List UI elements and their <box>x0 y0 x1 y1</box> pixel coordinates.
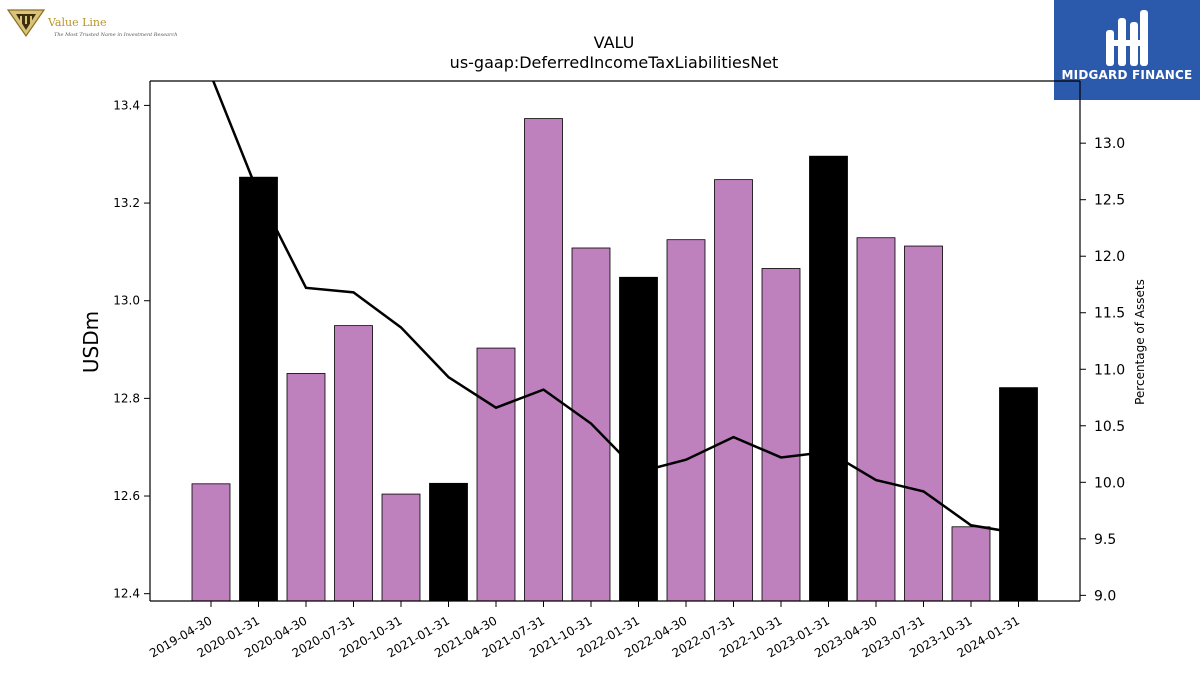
bar-2020-01-31 <box>239 176 278 602</box>
y2-axis-label: Percentage of Assets <box>1133 279 1147 405</box>
y-tick-label: 13.4 <box>113 98 140 112</box>
bar-2020-07-31 <box>334 325 373 602</box>
line-series <box>211 81 1019 535</box>
x-axis: 2019-04-302020-01-312020-04-302020-07-31… <box>147 601 1022 660</box>
y2-tick-label: 9.5 <box>1094 532 1116 548</box>
bar-2020-10-31 <box>381 493 421 602</box>
value-line-name: Value Line <box>48 16 107 29</box>
y-axis-label: USDm <box>79 311 103 373</box>
midgard-finance-name: MIDGARD FINANCE <box>1061 68 1193 82</box>
y-tick-label: 12.4 <box>113 587 140 601</box>
bar-2022-04-30 <box>666 239 706 602</box>
y-tick-label: 12.6 <box>113 489 140 503</box>
bar-2022-07-31 <box>714 179 753 602</box>
y-tick-label: 12.8 <box>113 391 140 405</box>
y2-tick-label: 11.0 <box>1094 362 1125 378</box>
bar-2023-04-30 <box>856 237 896 602</box>
bar-2020-04-30 <box>286 373 326 602</box>
y2-tick-label: 12.5 <box>1094 193 1125 209</box>
bar-2023-07-31 <box>904 245 943 602</box>
y2-tick-label: 9.0 <box>1094 588 1116 604</box>
bar-2024-01-31 <box>999 387 1038 602</box>
y-tick-label: 13.2 <box>113 196 140 210</box>
y2-tick-label: 13.0 <box>1094 136 1125 152</box>
y2-axis: 9.0 9.5 10.0 10.5 11.0 11.5 12.0 12.5 13.0 <box>1080 136 1125 604</box>
chart-subtitle: us-gaap:DeferredIncomeTaxLiabilitiesNet <box>450 53 779 72</box>
value-line-emblem-icon <box>6 9 46 38</box>
bar-2022-01-31 <box>619 276 658 602</box>
bar-2021-07-31 <box>524 118 563 602</box>
chart-title: VALU <box>594 33 635 52</box>
bar-2022-10-31 <box>761 268 801 602</box>
value-line-tagline: The Most Trusted Name in Investment Rese… <box>54 32 178 38</box>
value-line-logo: Value Line The Most Trusted Name in Inve… <box>6 6 177 40</box>
bar-series <box>191 118 1038 602</box>
y2-tick-label: 12.0 <box>1094 249 1125 265</box>
bar-2019-04-30 <box>191 483 231 602</box>
y-tick-label: 13.0 <box>113 294 140 308</box>
bar-2021-04-30 <box>476 347 516 602</box>
y-axis: 12.4 12.6 12.8 13.0 13.2 13.4 <box>113 98 150 601</box>
midgard-mark-icon <box>1106 10 1148 66</box>
midgard-finance-logo: MIDGARD FINANCE <box>1054 0 1200 100</box>
plot-frame <box>149 80 1081 602</box>
percentage-line <box>211 81 1019 535</box>
bar-2023-10-31 <box>951 526 991 602</box>
bar-2023-01-31 <box>809 155 848 602</box>
y2-tick-label: 10.5 <box>1094 419 1125 435</box>
y2-tick-label: 11.5 <box>1094 306 1125 322</box>
bar-2021-01-31 <box>429 482 468 602</box>
y2-tick-label: 10.0 <box>1094 475 1125 491</box>
